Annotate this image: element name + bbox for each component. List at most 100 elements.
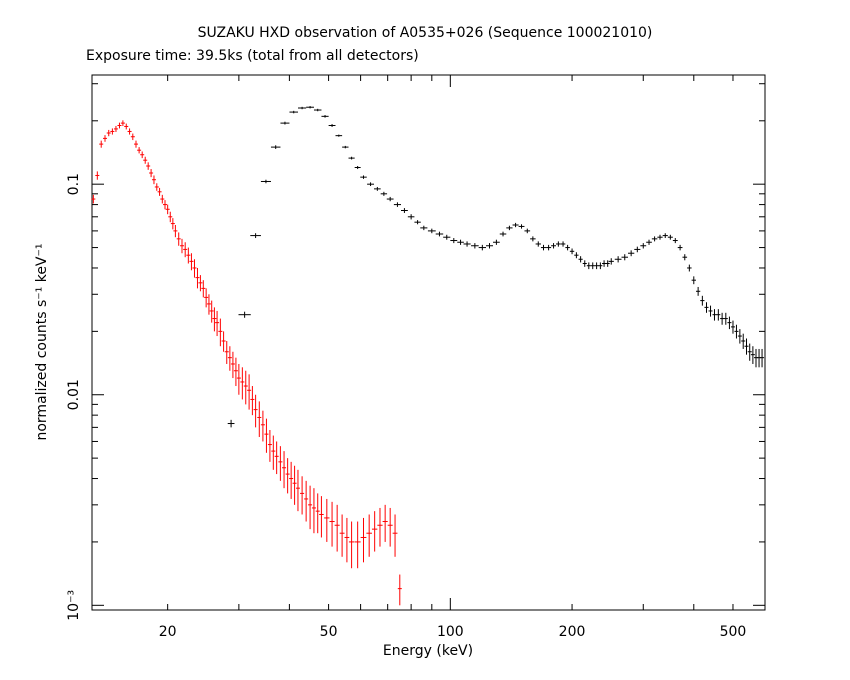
x-tick-label: 100 [437,624,464,640]
data-point [250,233,261,239]
data-point [646,239,652,245]
data-point [189,253,194,271]
data-point [230,351,235,379]
data-point [329,501,335,547]
data-point [127,128,132,135]
data-point [471,243,479,249]
data-point [672,238,678,244]
data-point [227,346,232,371]
data-point [457,239,464,245]
data-point [146,162,151,170]
data-point [278,446,283,481]
data-point [354,165,361,170]
data-point [186,247,191,264]
data-point [130,133,135,141]
data-point [348,156,355,160]
data-point [170,218,175,230]
data-point [140,151,145,159]
data-point [704,302,709,313]
data-point [551,243,556,249]
data-point [300,476,305,515]
data-point [321,115,329,118]
y-axis-label: normalized counts s⁻¹ keV⁻¹ [34,243,50,440]
data-point [308,485,313,530]
data-point [270,145,281,149]
data-point [165,204,170,215]
data-point [407,214,415,220]
data-point [530,236,536,242]
data-point [730,320,735,334]
data-point [285,458,290,494]
data-point [151,175,156,185]
data-point [386,196,394,202]
data-point [221,331,226,352]
data-point [295,469,300,512]
data-point [651,236,658,242]
data-point [565,244,570,251]
data-point [727,316,732,330]
data-point [605,260,610,267]
data-point [110,128,115,135]
data-point [253,394,258,428]
data-point [271,435,276,470]
data-point [677,244,683,251]
data-point [176,232,181,246]
data-point [238,311,251,318]
data-point [212,307,217,332]
data-point [493,239,500,245]
data-point [420,225,428,231]
data-point [304,480,309,522]
data-point [257,401,262,437]
data-point [393,202,401,207]
data-point [443,234,451,240]
data-point [546,244,552,251]
x-tick-label: 20 [159,624,177,640]
data-point [435,231,444,237]
data-point [324,498,330,542]
data-point [397,574,402,606]
data-point [215,310,220,337]
chart-subtitle: Exposure time: 39.5ks (total from all de… [86,48,419,64]
data-point [328,124,336,127]
data-point [360,517,367,563]
data-point [524,228,531,234]
data-point [227,419,235,428]
data-point [264,418,269,453]
data-point [518,224,525,229]
data-point [339,514,345,557]
data-series [91,106,765,606]
data-point [163,200,168,210]
data-point [569,248,575,255]
data-point [540,244,547,251]
data-point [602,260,607,267]
data-point [608,258,614,265]
data-point [682,254,688,261]
data-point [315,493,320,534]
axis-ticks [92,75,766,610]
data-point [274,441,279,475]
y-tick-label: 10⁻³ [66,590,82,621]
data-point [750,346,755,364]
axis-tick-labels: 20 50 100 200 500 0.1 0.01 10⁻³ [66,173,746,640]
data-point [555,241,561,247]
data-point [535,241,541,247]
data-point [311,488,316,534]
data-point [450,238,458,244]
data-point [160,194,165,204]
data-point [760,348,765,368]
data-point [289,461,294,499]
data-point [173,224,178,238]
data-point [512,222,519,228]
data-point [168,211,173,223]
data-point [712,309,717,321]
data-point [236,363,241,395]
plot-frame [91,74,766,611]
data-point [578,256,583,263]
data-point [91,194,96,204]
data-point [634,246,641,253]
data-point [183,242,188,258]
data-point [149,169,154,178]
data-point [662,233,668,239]
data-point [716,309,721,321]
